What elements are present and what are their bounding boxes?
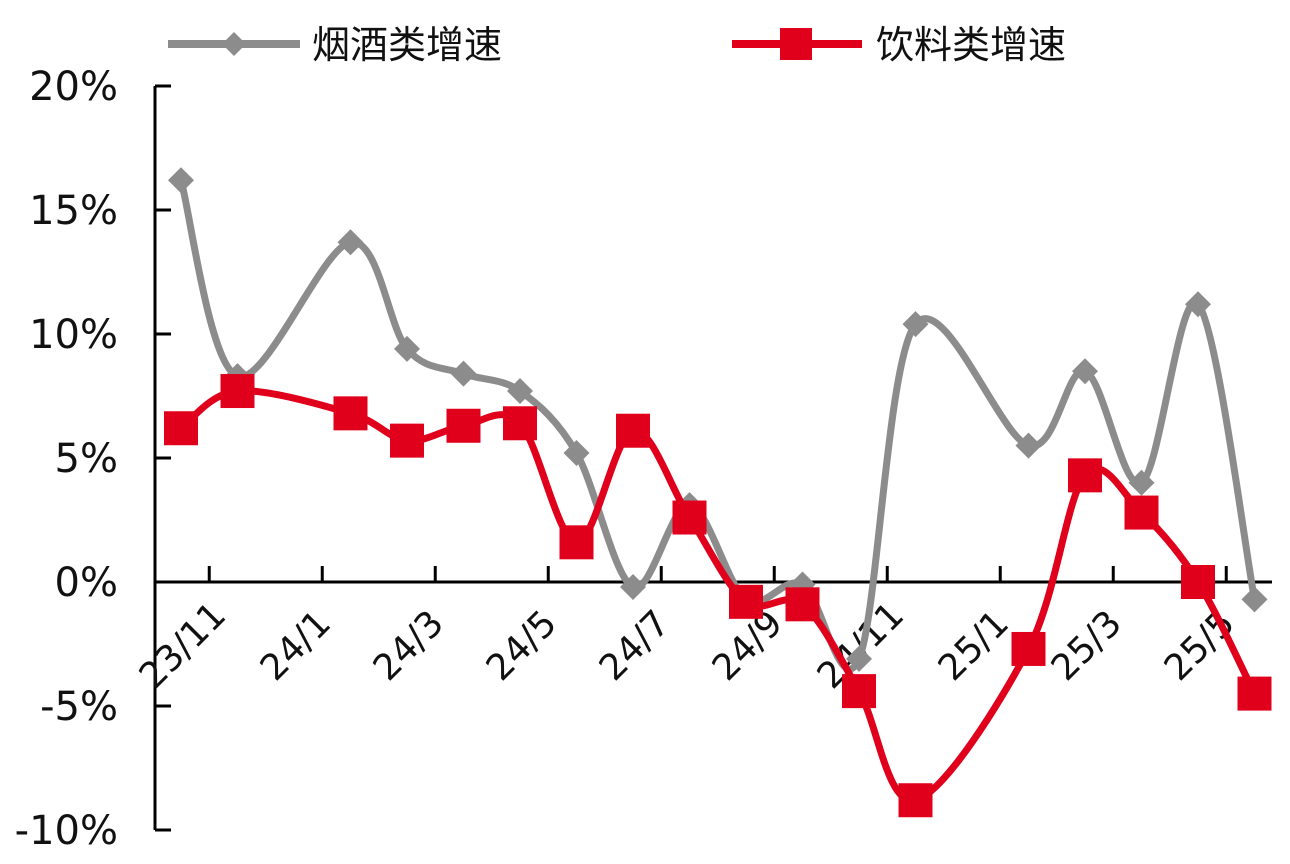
y-tick-label: 20% <box>29 64 118 110</box>
x-tick-label: 24/5 <box>479 603 565 689</box>
series-layer <box>164 167 1272 818</box>
data-point-tobacco-alcohol <box>563 440 590 467</box>
data-point-beverage <box>842 674 876 709</box>
legend-item-tobacco-alcohol: 烟酒类增速 <box>168 23 502 67</box>
x-tick-label: 24/3 <box>366 603 452 689</box>
data-point-tobacco-alcohol <box>507 378 533 405</box>
legend: 烟酒类增速 饮料类增速 <box>168 23 1066 67</box>
data-point-tobacco-alcohol <box>394 335 420 362</box>
legend-label-beverage: 饮料类增速 <box>876 23 1066 67</box>
legend-item-beverage: 饮料类增速 <box>732 23 1066 67</box>
series-beverage <box>164 374 1272 818</box>
data-point-beverage <box>898 783 933 818</box>
data-point-beverage <box>503 406 537 441</box>
data-point-beverage <box>446 408 481 443</box>
data-point-beverage <box>220 374 255 409</box>
data-point-beverage <box>1124 495 1159 530</box>
data-point-beverage <box>1068 458 1102 493</box>
data-point-beverage <box>390 423 424 458</box>
axes: 20% 15% 10% 5% 0% -5% -10% 23/11 24/1 24/3 24/5 24/… <box>15 64 1272 854</box>
x-tick-label: 24/1 <box>253 603 339 689</box>
y-tick-label: 10% <box>29 312 118 358</box>
data-point-tobacco-alcohol <box>450 360 477 387</box>
data-point-beverage <box>164 411 198 446</box>
x-tick-label: 23/11 <box>132 595 234 697</box>
y-tick-label: 15% <box>29 188 118 234</box>
series-line-beverage <box>177 387 1258 804</box>
x-tick-label: 25/3 <box>1044 603 1130 689</box>
y-tick-label: 0% <box>55 560 118 606</box>
legend-label-tobacco-alcohol: 烟酒类增速 <box>312 23 502 67</box>
data-point-beverage <box>1181 565 1215 599</box>
data-point-beverage <box>785 587 820 622</box>
data-point-beverage <box>729 584 763 619</box>
data-point-beverage <box>559 525 594 560</box>
data-point-tobacco-alcohol <box>1015 432 1042 459</box>
data-point-tobacco-alcohol <box>337 229 364 256</box>
series-tobacco-alcohol <box>168 167 1268 673</box>
data-point-beverage <box>1011 631 1046 666</box>
legend-diamond-marker-icon <box>222 32 246 56</box>
y-tick-label: -10% <box>15 808 118 854</box>
x-tick-label: 25/1 <box>931 603 1017 689</box>
y-tick-label: 5% <box>55 436 118 482</box>
data-point-beverage <box>616 413 650 448</box>
data-point-beverage <box>1237 676 1272 711</box>
data-point-beverage <box>333 396 368 431</box>
data-point-tobacco-alcohol <box>1185 291 1211 318</box>
x-tick-label: 24/7 <box>592 603 678 689</box>
data-point-tobacco-alcohol <box>1128 469 1155 496</box>
legend-square-marker-icon <box>780 28 812 60</box>
data-point-tobacco-alcohol <box>1241 586 1268 613</box>
data-point-tobacco-alcohol <box>902 311 929 338</box>
data-point-tobacco-alcohol <box>620 573 646 600</box>
y-tick-label: -5% <box>40 684 118 730</box>
series-line-tobacco-alcohol <box>177 176 1258 673</box>
data-point-tobacco-alcohol <box>846 645 872 672</box>
data-point-tobacco-alcohol <box>1072 358 1098 385</box>
data-point-beverage <box>672 500 707 535</box>
data-point-tobacco-alcohol <box>168 167 194 194</box>
